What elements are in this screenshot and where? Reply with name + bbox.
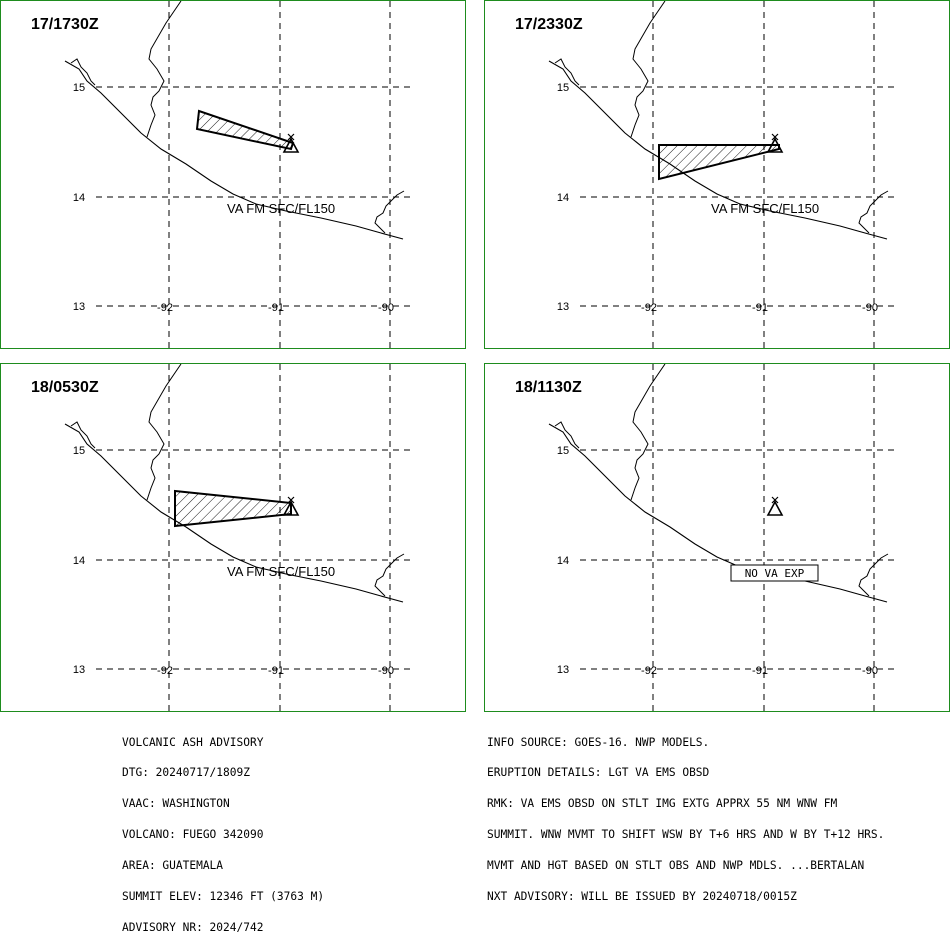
advisory-line: INFO SOURCE: GOES-16. NWP MODELS. (487, 735, 710, 749)
no-ash-label: NO VA EXP (745, 567, 805, 580)
map-panel-4: 15 14 13 -92 -91 -90 NO VA EXP 18/1130Z (484, 363, 950, 712)
coastline (64, 423, 404, 603)
latitude-label: 14 (557, 555, 569, 567)
volcano-icon (282, 500, 300, 516)
latitude-label: 13 (73, 301, 85, 313)
volcano-icon (766, 500, 784, 516)
country-border-east (374, 553, 405, 597)
latitude-label: 13 (557, 664, 569, 676)
ash-height-label: VA FM SFC/FL150 (227, 201, 335, 216)
volcano-plume (771, 133, 779, 141)
country-border-east (858, 190, 889, 234)
ash-cloud-area (658, 144, 780, 181)
volcano-plume (771, 496, 779, 504)
advisory-line: SUMMIT. WNW MVMT TO SHIFT WSW BY T+6 HRS… (487, 828, 885, 842)
no-ash-box (730, 564, 819, 582)
coastline-detail (70, 58, 96, 86)
volcano-plume (287, 133, 295, 141)
map-canvas-3: 15 14 13 -92 -91 -90 VA FM SFC/FL150 (64, 364, 411, 711)
advisory-line: DTG: 20240717/1809Z (122, 766, 250, 780)
country-border-east (374, 190, 405, 234)
advisory-line: MVMT AND HGT BASED ON STLT OBS AND NWP M… (487, 859, 865, 873)
advisory-text-right: INFO SOURCE: GOES-16. NWP MODELS. ERUPTI… (487, 717, 884, 913)
latitude-label: 15 (557, 445, 569, 457)
longitude-label: -90 (378, 302, 394, 314)
map-canvas-4: 15 14 13 -92 -91 -90 NO VA EXP (548, 364, 895, 711)
advisory-line: NXT ADVISORY: WILL BE ISSUED BY 20240718… (487, 890, 797, 904)
ash-height-label: VA FM SFC/FL150 (711, 201, 819, 216)
latitude-label: 15 (73, 82, 85, 94)
longitude-label: -90 (862, 302, 878, 314)
latitude-label: 15 (73, 445, 85, 457)
latitude-label: 14 (557, 192, 569, 204)
panel-time-4: 18/1130Z (515, 379, 582, 396)
map-panel-2: 15 14 13 -92 -91 -90 VA FM SFC/FL150 17/2330Z (484, 0, 950, 349)
map-panel-1: 15 14 13 -92 -91 -90 VA FM SFC/FL150 17/1730Z (0, 0, 466, 349)
latitude-label: 15 (557, 82, 569, 94)
coastline (548, 423, 888, 603)
advisory-line: RMK: VA EMS OBSD ON STLT IMG EXTG APPRX … (487, 797, 838, 811)
longitude-label: -91 (268, 302, 284, 314)
advisory-text-left: VOLCANIC ASH ADVISORY DTG: 20240717/1809… (122, 717, 324, 944)
ash-cloud-area (195, 109, 295, 151)
longitude-label: -91 (752, 665, 768, 677)
panel-time-1: 17/1730Z (31, 16, 99, 33)
advisory-line: AREA: GUATEMALA (122, 859, 224, 873)
map-canvas-1: 15 14 13 -92 -91 -90 VA FM SFC/FL150 (64, 1, 411, 348)
volcano-plume (287, 496, 295, 504)
longitude-label: -91 (752, 302, 768, 314)
longitude-label: -90 (862, 665, 878, 677)
country-border (630, 1, 666, 138)
longitude-label: -92 (641, 665, 657, 677)
coastline-detail (70, 421, 96, 449)
ash-height-label: VA FM SFC/FL150 (227, 564, 335, 579)
panel-time-2: 17/2330Z (515, 16, 583, 33)
advisory-line: VAAC: WASHINGTON (122, 797, 230, 811)
country-border (146, 364, 182, 501)
longitude-label: -92 (157, 665, 173, 677)
coastline-detail (554, 58, 580, 86)
advisory-line: ADVISORY NR: 2024/742 (122, 920, 264, 934)
ash-cloud-area (174, 489, 292, 528)
volcano-icon (282, 137, 300, 153)
advisory-line: VOLCANIC ASH ADVISORY (122, 735, 264, 749)
country-border (630, 364, 666, 501)
panel-time-3: 18/0530Z (31, 379, 99, 396)
longitude-label: -91 (268, 665, 284, 677)
latitude-label: 14 (73, 192, 85, 204)
map-canvas-2: 15 14 13 -92 -91 -90 VA FM SFC/FL150 (548, 1, 895, 348)
longitude-label: -92 (157, 302, 173, 314)
advisory-line: VOLCANO: FUEGO 342090 (122, 828, 264, 842)
latitude-label: 13 (557, 301, 569, 313)
longitude-label: -92 (641, 302, 657, 314)
advisory-line: SUMMIT ELEV: 12346 FT (3763 M) (122, 890, 325, 904)
coastline (64, 60, 404, 240)
advisory-line: ERUPTION DETAILS: LGT VA EMS OBSD (487, 766, 710, 780)
country-border-east (858, 553, 889, 597)
longitude-label: -90 (378, 665, 394, 677)
country-border (146, 1, 182, 138)
latitude-label: 14 (73, 555, 85, 567)
latitude-label: 13 (73, 664, 85, 676)
map-panel-3: 15 14 13 -92 -91 -90 VA FM SFC/FL150 18/0530Z (0, 363, 466, 712)
volcano-icon (766, 137, 784, 153)
coastline-detail (554, 421, 580, 449)
